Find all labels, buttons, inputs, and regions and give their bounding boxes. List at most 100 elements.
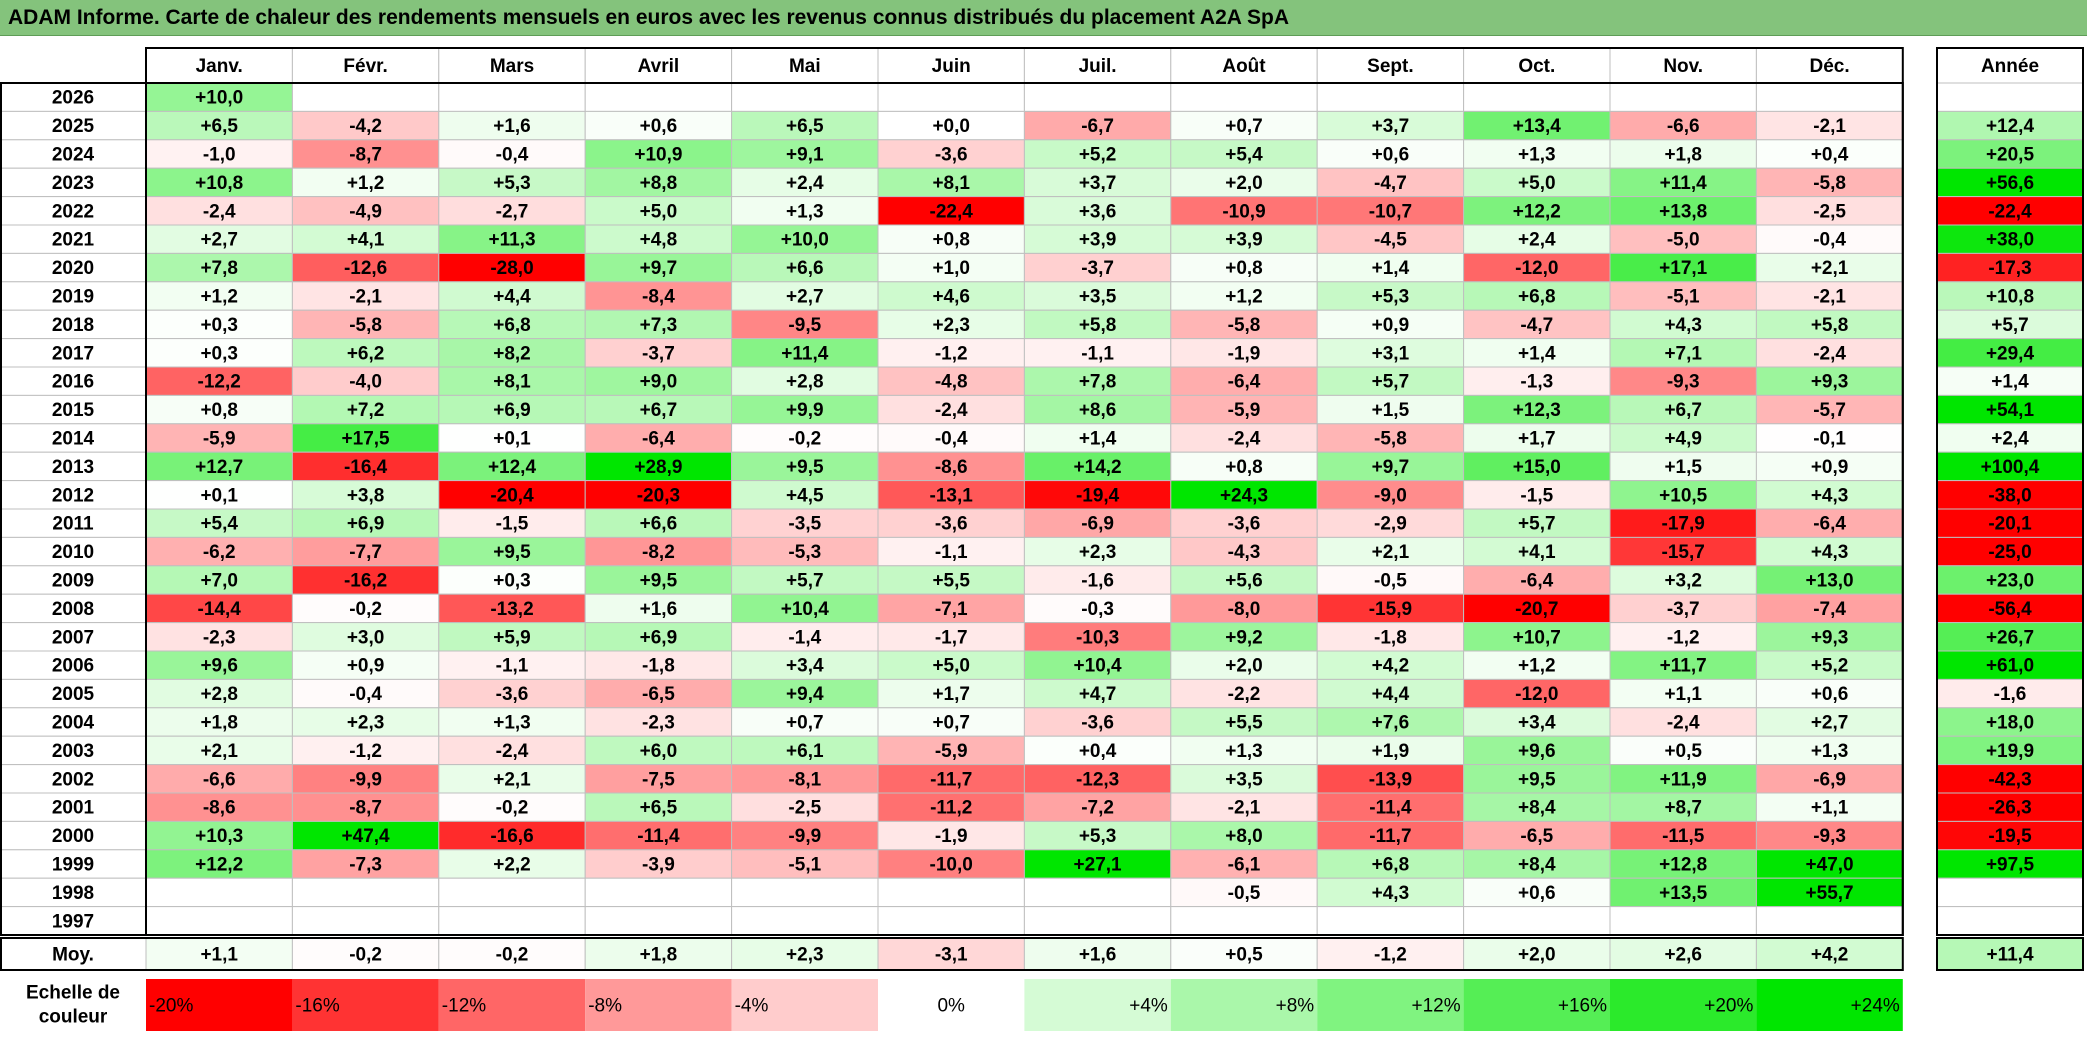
heatmap-cell	[1170, 764, 1318, 794]
cell-value: -10,9	[1222, 201, 1265, 222]
heatmap-cell	[731, 735, 879, 766]
row-year-label: 2018	[52, 315, 94, 336]
cell-value: +9,5	[786, 457, 824, 478]
heatmap-cell	[1170, 167, 1318, 198]
annual-value: +54,1	[1986, 400, 2035, 421]
heatmap-cell	[731, 622, 879, 652]
cell-value: -4,7	[1520, 315, 1553, 336]
heatmap-cell	[438, 565, 586, 595]
average-value: +2,0	[1518, 945, 1556, 966]
cell-value: -20,7	[1515, 599, 1558, 620]
heatmap-cell	[1316, 792, 1465, 822]
cell-value: -2,4	[1667, 713, 1700, 734]
heatmap-cell	[1609, 735, 1757, 766]
annual-value: +12,4	[1986, 116, 2035, 137]
heatmap-cell	[1170, 82, 1318, 112]
annual-value: -22,4	[1988, 201, 2032, 222]
cell-value: -1,2	[1667, 627, 1700, 648]
average-value: +1,1	[200, 945, 238, 966]
cell-value: -12,0	[1515, 684, 1558, 705]
annual-cell	[1936, 650, 2084, 680]
cell-value: -5,7	[1813, 400, 1846, 421]
cell-value: +2,3	[347, 713, 385, 734]
cell-value: -6,9	[1813, 769, 1846, 790]
cell-value: -8,0	[1228, 599, 1261, 620]
heatmap-cell	[584, 110, 733, 141]
heatmap-cell	[438, 309, 586, 340]
cell-value: +6,8	[1518, 287, 1556, 308]
heatmap-cell	[438, 110, 586, 141]
annual-value: -38,0	[1988, 485, 2031, 506]
cell-value: +1,1	[1664, 684, 1702, 705]
scale-swatch	[1756, 979, 1903, 1031]
heatmap-cell	[1316, 877, 1465, 908]
heatmap-cell	[438, 792, 586, 822]
heatmap-cell	[1609, 820, 1757, 851]
heatmap-cell	[584, 423, 733, 453]
cell-value: -16,4	[344, 457, 388, 478]
heatmap-cell	[438, 451, 586, 482]
cell-value: +6,5	[640, 798, 678, 819]
annual-cell	[1936, 565, 2084, 595]
cell-value: -3,9	[642, 855, 675, 876]
heatmap-cell	[1170, 423, 1318, 453]
cell-value: +2,7	[200, 230, 238, 251]
cell-value: +1,5	[1664, 457, 1702, 478]
heatmap-cell	[877, 593, 1025, 624]
month-header: Août	[1222, 56, 1266, 77]
cell-value: +8,7	[1664, 798, 1702, 819]
cell-value: +11,3	[488, 230, 535, 251]
cell-value: +2,3	[932, 315, 970, 336]
cell-value: +6,9	[640, 627, 678, 648]
cell-value: +1,6	[493, 116, 531, 137]
cell-value: +8,1	[932, 173, 970, 194]
cell-value: -2,1	[1228, 798, 1261, 819]
cell-value: -3,7	[1667, 599, 1700, 620]
heatmap-cell	[1755, 820, 1904, 851]
cell-value: +0,8	[1225, 457, 1263, 478]
heatmap-cell	[1023, 792, 1172, 822]
cell-value: +1,0	[932, 258, 970, 279]
cell-value: +0,6	[1372, 145, 1410, 166]
heatmap-cell	[1463, 110, 1611, 141]
heatmap-cell	[1023, 764, 1172, 794]
heatmap-cell	[1755, 338, 1904, 368]
cell-value: -5,1	[1667, 287, 1700, 308]
cell-value: -14,4	[198, 599, 242, 620]
annual-value: +18,0	[1986, 713, 2034, 734]
heatmap-cell	[1463, 764, 1611, 794]
cell-value: -5,3	[788, 542, 821, 563]
heatmap-cell	[291, 849, 440, 879]
heatmap-cell	[731, 110, 879, 141]
cell-value: -9,9	[349, 769, 382, 790]
scale-step-label: +20%	[1704, 996, 1753, 1017]
cell-value: +2,0	[1225, 173, 1263, 194]
scale-swatch	[1463, 979, 1610, 1031]
heatmap-cell	[1609, 877, 1757, 908]
heatmap-cell	[877, 877, 1025, 908]
heatmap-cell	[1316, 678, 1465, 709]
annual-value: +56,6	[1986, 173, 2034, 194]
row-label-cell	[0, 678, 147, 709]
heatmap-cell	[1170, 281, 1318, 311]
scale-step-label: +4%	[1129, 996, 1168, 1017]
heatmap-cell	[584, 650, 733, 680]
heatmap-cell	[1170, 622, 1318, 652]
cell-value: +9,6	[200, 656, 238, 677]
cell-value: +12,8	[1659, 855, 1707, 876]
heatmap-cell	[1755, 196, 1904, 226]
cell-value: -2,1	[349, 287, 382, 308]
cell-value: +11,9	[1660, 769, 1707, 790]
annual-cell	[1936, 82, 2084, 112]
cell-value: -2,3	[642, 713, 675, 734]
heatmap-cell	[877, 338, 1025, 368]
annual-cell	[1936, 536, 2084, 567]
cell-value: +17,5	[342, 429, 391, 450]
cell-value: +8,8	[640, 173, 678, 194]
row-year-label: 2012	[52, 485, 94, 506]
scale-swatch	[878, 979, 1025, 1031]
heatmap-cell	[438, 508, 586, 538]
cell-value: +6,5	[200, 116, 238, 137]
cell-value: +3,0	[347, 627, 385, 648]
cell-value: +3,9	[1225, 230, 1263, 251]
